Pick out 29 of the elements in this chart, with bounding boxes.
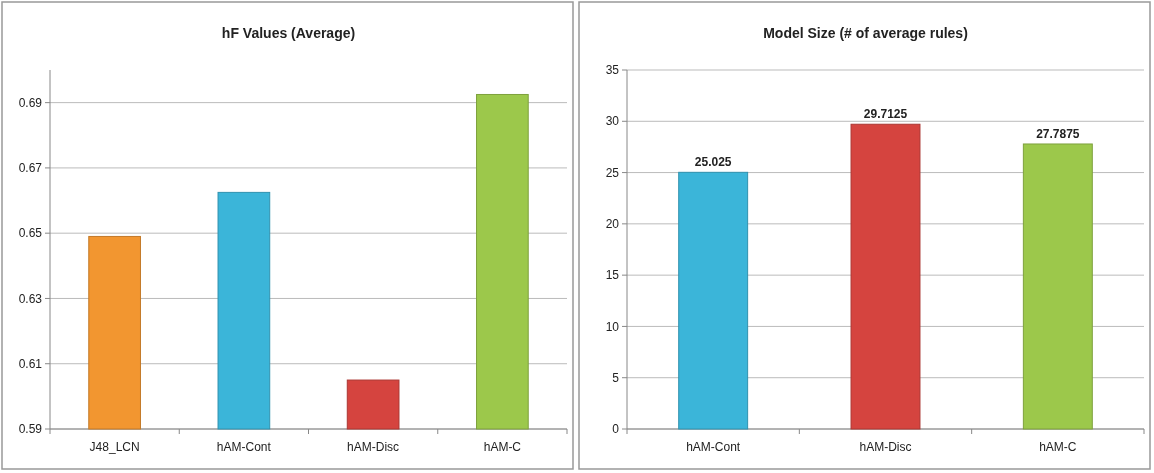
x-tick-label: hAM-Cont	[216, 440, 272, 454]
x-tick-label: hAM-C	[1039, 440, 1077, 454]
data-label: 25.025	[694, 155, 732, 170]
y-tick-label: 10	[605, 319, 620, 334]
y-tick-label: 25	[605, 165, 620, 180]
y-tick-label: 30	[605, 114, 620, 129]
chart-title: Model Size (# of average rules)	[763, 25, 968, 41]
y-tick-label: 0.65	[18, 226, 43, 241]
chart-title: hF Values (Average)	[221, 25, 356, 41]
y-tick-label: 15	[605, 268, 620, 283]
x-tick-label: hAM-Disc	[859, 440, 912, 454]
y-tick-label: 0.67	[18, 161, 43, 176]
data-label: 29.7125	[863, 107, 908, 122]
y-tick-label: 0.59	[18, 422, 43, 437]
x-tick-label: J48_LCN	[89, 440, 140, 454]
bar	[850, 123, 921, 430]
y-tick-label: 0.63	[18, 291, 43, 306]
y-tick-label: 5	[612, 370, 620, 385]
bar	[1022, 143, 1093, 430]
bar	[678, 171, 749, 430]
y-tick-label: 0	[612, 422, 620, 437]
data-label: 27.7875	[1036, 126, 1080, 141]
x-tick-label: hAM-C	[483, 440, 522, 454]
y-tick-label: 0.69	[18, 95, 43, 110]
y-tick-label: 20	[605, 217, 620, 232]
y-tick-label: 35	[605, 63, 620, 78]
y-tick-label: 0.61	[18, 356, 43, 371]
x-tick-label: hAM-Cont	[686, 440, 741, 454]
x-tick-label: hAM-Disc	[347, 440, 400, 454]
